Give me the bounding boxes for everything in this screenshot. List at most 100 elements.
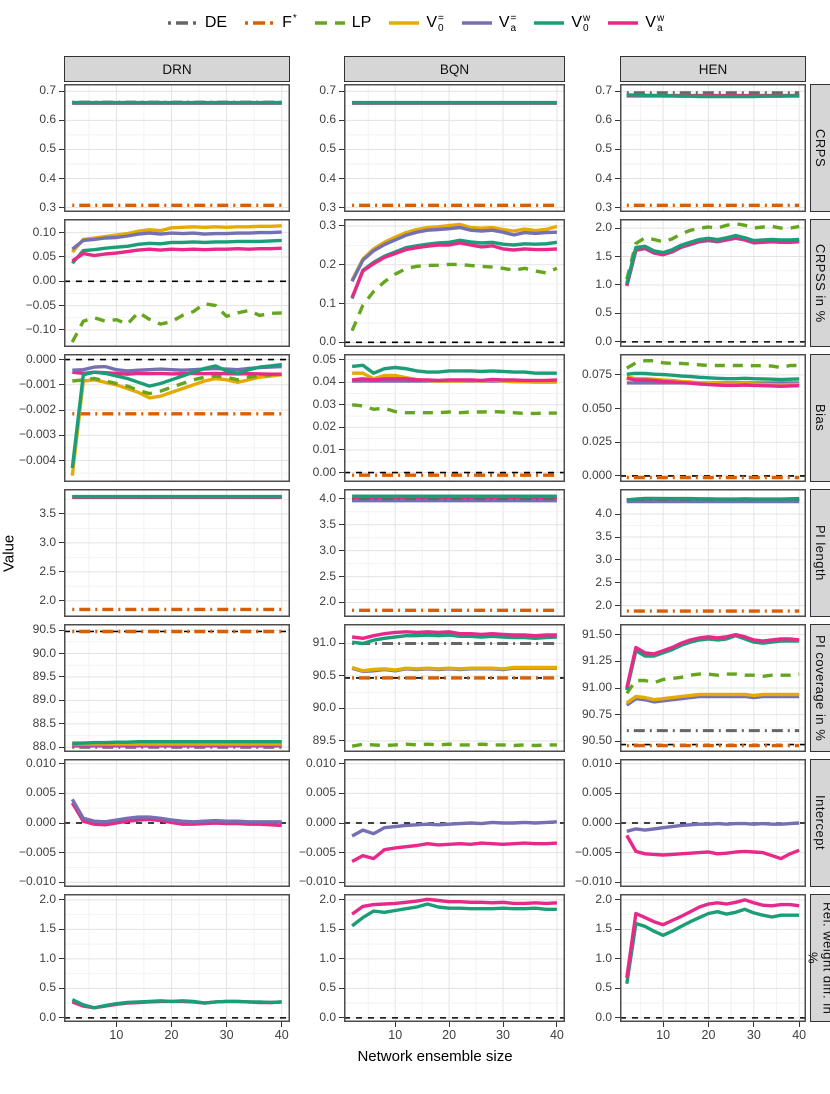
y-tick-mark [339, 550, 344, 552]
legend-key-Vaw [608, 21, 639, 25]
y-tick-mark [339, 928, 344, 930]
y-tick-mark [59, 409, 64, 411]
series-line-V0w [71, 998, 282, 1010]
panel-DRN-3 [64, 489, 290, 617]
series-line-V0e [70, 373, 282, 476]
y-tick-mark [615, 475, 620, 477]
y-tick-mark [339, 207, 344, 209]
y-tick-label: 0.7 [39, 83, 56, 98]
series-line-Vaw [350, 241, 558, 299]
series-line-V0e [350, 222, 558, 282]
y-tick-mark [59, 542, 64, 544]
series-line-Vae [71, 230, 282, 251]
series-line-V0w [625, 233, 800, 285]
legend-key-V0e [389, 21, 420, 25]
legend-label: LP [351, 14, 372, 31]
y-tick-mark [59, 256, 64, 258]
panel-HEN-1 [620, 219, 806, 347]
y-tick-label: 90.0 [312, 700, 336, 715]
facet-row-strip-4: PI coverage in % [810, 624, 830, 752]
y-tick-mark [339, 958, 344, 960]
y-tick-mark [59, 232, 64, 234]
panel-border [344, 894, 565, 1022]
panel-HEN-0 [620, 84, 806, 212]
y-tick-mark [59, 928, 64, 930]
y-tick-mark [59, 723, 64, 725]
y-tick-mark [59, 207, 64, 209]
y-tick-label: 0.5 [39, 980, 56, 995]
y-tick-mark [339, 472, 344, 474]
x-tick-label: 40 [274, 1028, 289, 1042]
y-tick-mark [59, 280, 64, 282]
panel-BQN-3 [344, 489, 565, 617]
panel-DRN-5 [64, 759, 290, 887]
y-tick-label: 0.5 [595, 141, 612, 156]
series-line-V0w [626, 496, 800, 502]
y-tick-label: 2.0 [319, 891, 336, 906]
y-tick-mark [59, 119, 64, 121]
y-tick-mark [339, 642, 344, 644]
y-tick-mark [59, 852, 64, 854]
legend-key-Fs [245, 21, 276, 25]
y-tick-mark [615, 441, 620, 443]
y-tick-mark [615, 899, 620, 901]
series-line-LP [351, 403, 557, 416]
y-tick-label: 0.6 [319, 112, 336, 127]
panel-BQN-0 [344, 84, 565, 212]
panel-HEN-4 [620, 624, 806, 752]
x-tick-mark [662, 1022, 664, 1027]
series-line-V0w [625, 633, 800, 691]
y-tick-label: 0.6 [595, 112, 612, 127]
y-tick-label: 0.050 [581, 400, 612, 415]
y-tick-label: 2.5 [319, 568, 336, 583]
y-tick-mark [615, 256, 620, 258]
y-tick-mark [59, 359, 64, 361]
y-tick-label: 0.6 [39, 112, 56, 127]
series-line-V0w [625, 907, 800, 984]
y-tick-label: 0.0 [319, 1009, 336, 1024]
series-line-Vaw [351, 377, 557, 383]
y-tick-label: 0.3 [319, 199, 336, 214]
y-tick-mark [59, 629, 64, 631]
panel-BQN-1 [344, 219, 565, 347]
y-tick-label: 0.005 [25, 785, 56, 800]
y-tick-label: 0.03 [312, 396, 336, 411]
panel-border [620, 759, 806, 887]
facet-row-strip-5: Intercept [810, 759, 830, 887]
panel-BQN-4 [344, 624, 565, 752]
y-tick-label: 3.0 [39, 534, 56, 549]
facet-row-strip-6: Rel. weight diff. in % [806, 894, 830, 1022]
panel-DRN-1 [64, 219, 290, 347]
panel-canvas [620, 354, 806, 482]
y-tick-label: 91.50 [581, 626, 612, 641]
x-tick-mark [502, 1022, 504, 1027]
x-tick-mark [394, 1022, 396, 1027]
panel-HEN-6 [620, 894, 806, 1022]
y-tick-mark [615, 312, 620, 314]
legend-item-LP: LP [313, 14, 372, 32]
y-tick-label: 0.0 [319, 334, 336, 349]
facet-column-header-HEN: HEN [620, 56, 806, 82]
series-line-LP [625, 358, 800, 370]
legend-label: V = a [498, 12, 517, 34]
x-tick-label: 10 [109, 1028, 124, 1042]
series-line-LP [72, 371, 282, 396]
y-tick-label: 0.7 [319, 83, 336, 98]
y-tick-mark [59, 329, 64, 331]
y-tick-mark [59, 148, 64, 150]
y-tick-mark [59, 1017, 64, 1019]
facet-row-strip-3: PI length [810, 489, 830, 617]
series-line-V0w [626, 371, 800, 382]
y-tick-mark [615, 660, 620, 662]
series-line-V0w [72, 739, 282, 746]
y-tick-mark [339, 881, 344, 883]
legend-item-Va=: V = a [460, 12, 517, 34]
y-tick-mark [339, 498, 344, 500]
y-tick-label: 0.1 [319, 295, 336, 310]
x-tick-label: 10 [656, 1028, 671, 1042]
series-line-Vaw [71, 246, 282, 263]
series-line-V0e [625, 692, 800, 705]
series-line-Vaw [625, 236, 800, 287]
panel-canvas [620, 759, 806, 887]
